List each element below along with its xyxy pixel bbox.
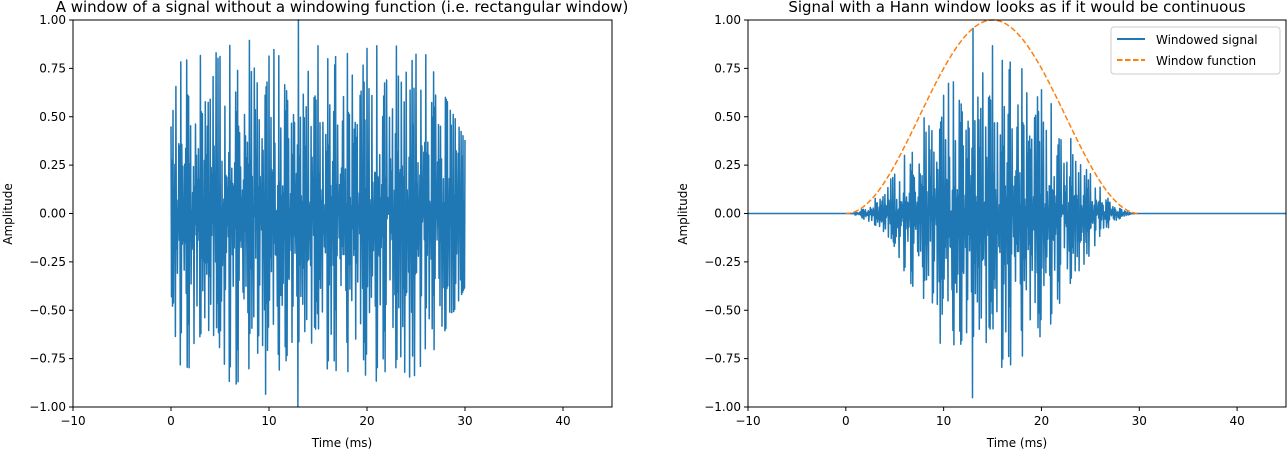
y-tick-label: 0.00 <box>714 207 741 221</box>
x-tick-label: 40 <box>1229 414 1244 428</box>
y-axis-label: Amplitude <box>1 183 15 245</box>
y-tick-label: 0.25 <box>714 158 741 172</box>
x-tick-label: 0 <box>167 414 175 428</box>
right-chart: Signal with a Hann window looks as if it… <box>676 0 1287 450</box>
y-axis-ticks: −1.00 −0.75 −0.50 −0.25 0.00 0.25 0.50 0.75 1.00 <box>29 13 73 414</box>
y-tick-label: 0.25 <box>39 158 66 172</box>
x-tick-label: 10 <box>936 414 951 428</box>
windowed-signal-line <box>748 27 1286 399</box>
y-tick-label: −0.50 <box>704 303 741 317</box>
x-tick-label: 0 <box>842 414 850 428</box>
y-tick-label: 1.00 <box>39 13 66 27</box>
y-tick-label: 0.50 <box>39 110 66 124</box>
chart-title: Signal with a Hann window looks as if it… <box>788 0 1246 16</box>
y-tick-label: 0.75 <box>714 61 741 75</box>
y-tick-label: −1.00 <box>29 400 66 414</box>
x-axis-label: Time (ms) <box>311 436 373 450</box>
legend-label-window-function: Window function <box>1156 54 1256 68</box>
x-tick-label: 20 <box>359 414 374 428</box>
y-tick-label: −0.75 <box>29 352 66 366</box>
legend-box <box>1110 26 1281 75</box>
y-axis-ticks: −1.00 −0.75 −0.50 −0.25 0.00 0.25 0.50 0.75 1.00 <box>704 13 748 414</box>
x-tick-label: 20 <box>1034 414 1049 428</box>
y-tick-label: −0.75 <box>704 352 741 366</box>
x-tick-label: 30 <box>457 414 472 428</box>
legend-label-windowed-signal: Windowed signal <box>1156 33 1258 47</box>
x-tick-label: −10 <box>735 414 760 428</box>
x-axis-ticks: −10 0 10 20 30 40 <box>735 407 1245 428</box>
left-chart: A window of a signal without a windowing… <box>1 0 628 450</box>
signal-line <box>170 19 466 408</box>
legend: Windowed signal Window function <box>1110 26 1281 75</box>
x-tick-label: 30 <box>1132 414 1147 428</box>
x-axis-ticks: −10 0 10 20 30 40 <box>60 407 571 428</box>
x-tick-label: −10 <box>60 414 85 428</box>
y-tick-label: 0.75 <box>39 61 66 75</box>
y-tick-label: −1.00 <box>704 400 741 414</box>
y-tick-label: 0.00 <box>39 207 66 221</box>
x-axis-label: Time (ms) <box>986 436 1048 450</box>
y-axis-label: Amplitude <box>676 183 690 245</box>
y-tick-label: −0.25 <box>29 255 66 269</box>
chart-title: A window of a signal without a windowing… <box>56 0 629 16</box>
y-tick-label: −0.50 <box>29 303 66 317</box>
x-tick-label: 10 <box>261 414 276 428</box>
y-tick-label: 0.50 <box>714 110 741 124</box>
y-tick-label: −0.25 <box>704 255 741 269</box>
x-tick-label: 40 <box>555 414 570 428</box>
y-tick-label: 1.00 <box>714 13 741 27</box>
